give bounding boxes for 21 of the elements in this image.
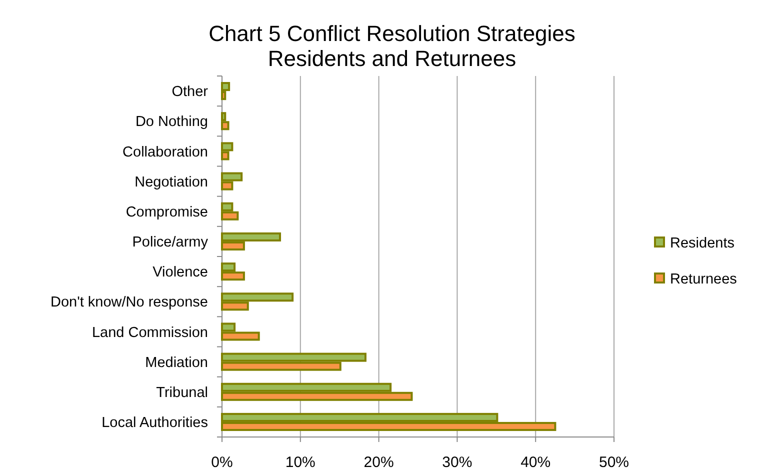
- y-tick-label: Local Authorities: [102, 415, 208, 432]
- y-tick-label: Don't know/No response: [50, 294, 208, 311]
- legend-label: Residents: [670, 236, 734, 252]
- y-tick-label: Negotiation: [134, 174, 208, 190]
- x-tick-label: 0%: [211, 454, 233, 471]
- y-tick-label: Violence: [152, 264, 208, 281]
- y-tick-label: Land Commission: [92, 324, 208, 341]
- y-tick-label: Compromise: [126, 204, 208, 220]
- legend-label: Returnees: [670, 272, 737, 288]
- y-tick-label: Collaboration: [122, 144, 208, 160]
- y-tick-label: Mediation: [145, 354, 208, 371]
- chart-title: Chart 5 Conflict Resolution Strategies Residents and Returnees: [208, 21, 576, 71]
- y-tick-label: Tribunal: [156, 384, 208, 401]
- x-tick-label: 10%: [285, 454, 316, 471]
- y-tick-label: Do Nothing: [135, 114, 208, 130]
- y-tick-label: Police/army: [132, 234, 209, 251]
- x-tick-label: 50%: [598, 454, 630, 471]
- x-tick-label: 30%: [442, 454, 472, 471]
- y-tick-label: Other: [172, 84, 208, 100]
- x-tick-label: 40%: [520, 454, 551, 471]
- x-tick-label: 20%: [364, 454, 394, 471]
